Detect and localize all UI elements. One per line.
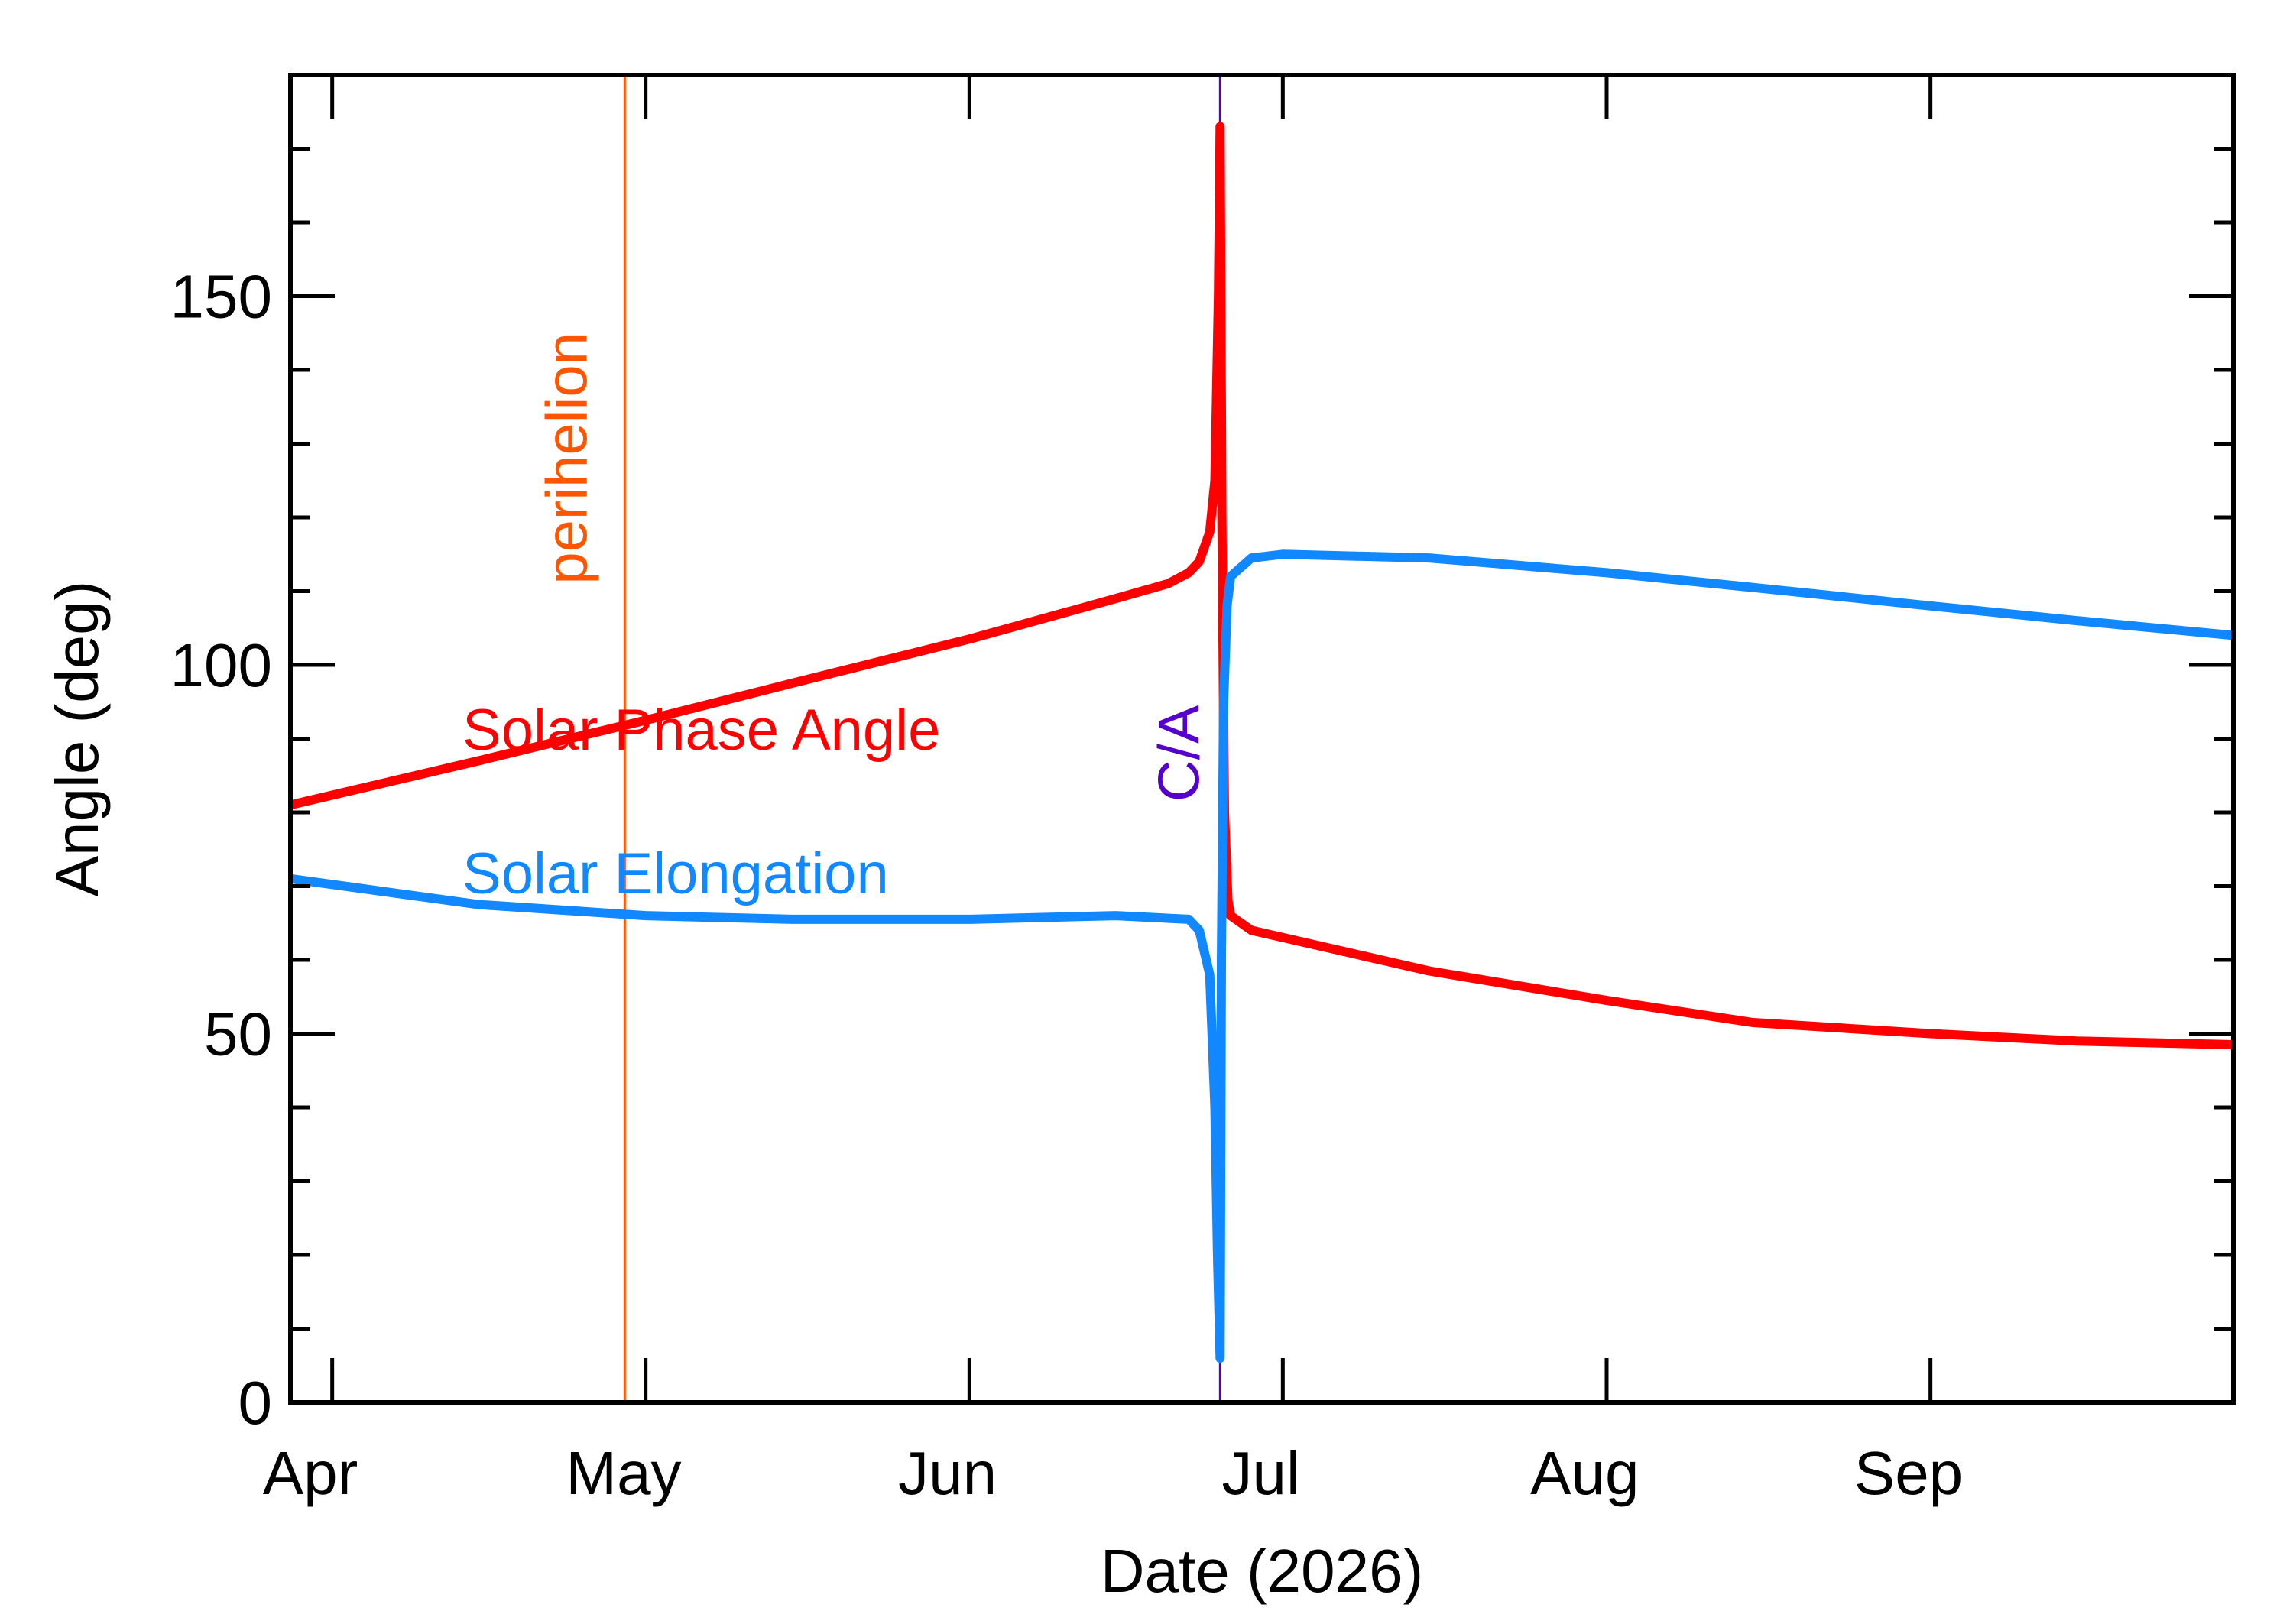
y-axis-label: Angle (deg) xyxy=(43,581,111,897)
closest-approach-marker-label: C/A xyxy=(1146,705,1211,802)
x-tick-label: May xyxy=(566,1439,681,1507)
perihelion-marker-label: perihelion xyxy=(534,332,599,585)
y-tick-label: 50 xyxy=(204,1000,272,1068)
x-tick-label: Sep xyxy=(1854,1439,1963,1507)
plot-frame xyxy=(288,73,2236,1405)
x-tick-label: Jul xyxy=(1222,1439,1300,1507)
solar-phase-angle-series-line xyxy=(290,122,2233,1049)
solar-elongation-label: Solar Elongation xyxy=(462,841,889,906)
y-tick-label: 0 xyxy=(238,1369,273,1437)
x-tick-label: Aug xyxy=(1530,1439,1639,1507)
x-tick-label: Jun xyxy=(898,1439,997,1507)
y-tick-label: 150 xyxy=(170,263,272,331)
solar-elongation-series-line xyxy=(290,549,2233,1363)
x-axis-label: Date (2026) xyxy=(1101,1537,1423,1605)
solar-phase-angle-label: Solar Phase Angle xyxy=(462,698,940,763)
x-tick-label: Apr xyxy=(263,1439,358,1507)
y-tick-label: 100 xyxy=(170,631,272,699)
